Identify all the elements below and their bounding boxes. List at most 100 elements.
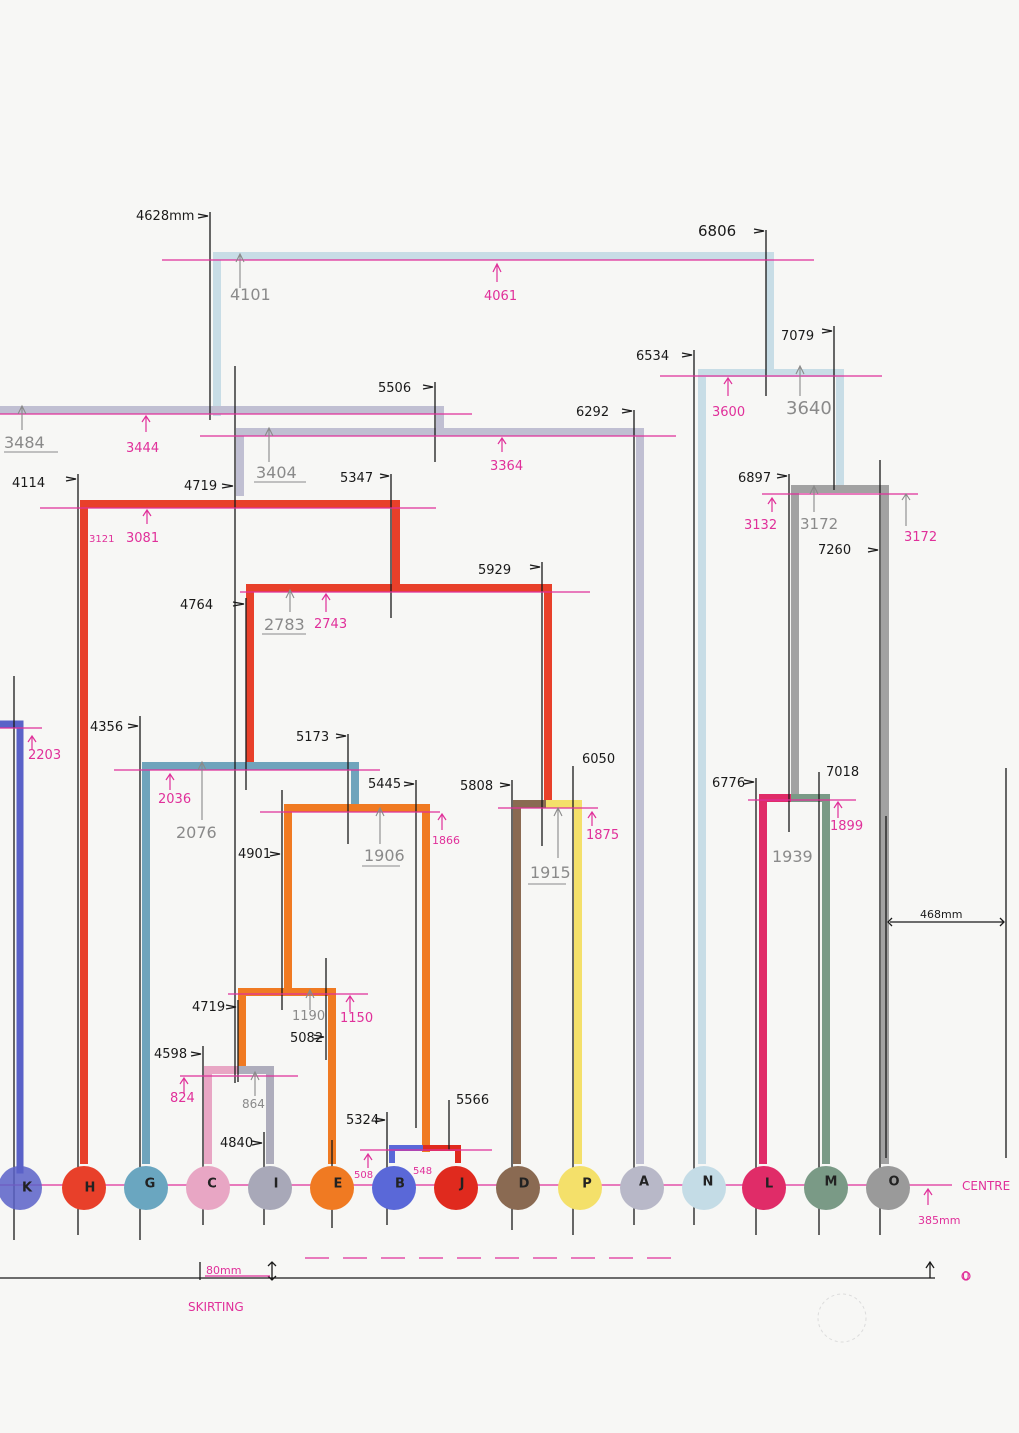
branch-N-O-lightblue — [698, 369, 844, 1164]
node-G — [124, 1166, 168, 1210]
value-3484: 3484 — [4, 433, 45, 452]
branches — [0, 252, 889, 1174]
value-4598: 4598 — [154, 1047, 187, 1062]
node-J — [434, 1166, 478, 1210]
value-7018: 7018 — [826, 765, 859, 780]
magenta-values: 4061 3600 3444 3364 3081 3121 3132 3172 … — [28, 289, 937, 1181]
value-5173: 5173 — [296, 730, 329, 745]
value-6050: 6050 — [582, 752, 615, 767]
node-A — [620, 1166, 664, 1210]
node-B — [372, 1166, 416, 1210]
branch-yellow-P — [546, 800, 582, 1164]
branch-orange-inner — [238, 988, 336, 1164]
value-6534: 6534 — [636, 349, 669, 364]
value-3364: 3364 — [490, 459, 523, 474]
value-3404: 3404 — [256, 463, 297, 482]
value-4114: 4114 — [12, 476, 45, 491]
skirting-height-label: 80mm — [206, 1264, 241, 1277]
branch-brown-D — [513, 800, 554, 1164]
value-5506: 5506 — [378, 381, 411, 396]
value-2743: 2743 — [314, 617, 347, 632]
scale-labels: CENTRE 385mm 0 SKIRTING 80mm 468mm — [188, 908, 1010, 1314]
value-6806: 6806 — [698, 222, 736, 240]
node-C — [186, 1166, 230, 1210]
branch-pink-C — [204, 1066, 246, 1164]
value-6292: 6292 — [576, 405, 609, 420]
node-D — [496, 1166, 540, 1210]
value-3600: 3600 — [712, 405, 745, 420]
value-4901: 4901 — [238, 847, 271, 862]
value-6776: 6776 — [712, 776, 745, 791]
value-5324: 5324 — [346, 1113, 379, 1128]
node-label-B: B — [395, 1177, 405, 1192]
node-E — [310, 1166, 354, 1210]
branch-lavender-A — [236, 428, 644, 1164]
value-2076: 2076 — [176, 823, 217, 842]
node-L — [742, 1166, 786, 1210]
branch-grey-LMO — [791, 485, 889, 1164]
branch-top-lightblue — [213, 252, 774, 416]
branch-blue-B — [389, 1145, 429, 1163]
faded-arrows — [17, 252, 911, 1096]
value-2783: 2783 — [264, 615, 305, 634]
value-5082: 5082 — [290, 1031, 323, 1046]
node-label-H: H — [85, 1181, 96, 1196]
node-label-J: J — [459, 1177, 465, 1192]
value-1915: 1915 — [530, 863, 571, 882]
value-4719-top: 4719 — [184, 479, 217, 494]
node-H — [62, 1166, 106, 1210]
value-4101: 4101 — [230, 285, 271, 304]
value-5808: 5808 — [460, 779, 493, 794]
centre-label: CENTRE — [962, 1179, 1010, 1193]
value-3172-grey: 3172 — [800, 515, 838, 533]
value-548: 548 — [413, 1166, 432, 1177]
value-3640: 3640 — [786, 398, 832, 419]
node-P — [558, 1166, 602, 1210]
value-3444: 3444 — [126, 441, 159, 456]
nodes — [0, 1166, 910, 1343]
branch-grey-I — [238, 1066, 274, 1164]
value-7079: 7079 — [781, 329, 814, 344]
branch-blue-G — [142, 762, 359, 1164]
value-4719-low: 4719 — [192, 1000, 225, 1015]
node-label-L: L — [765, 1177, 773, 1192]
zero-label: 0 — [962, 1269, 970, 1283]
value-1906: 1906 — [364, 846, 405, 865]
value-5347: 5347 — [340, 471, 373, 486]
node-K — [0, 1166, 42, 1210]
skirting-label: SKIRTING — [188, 1300, 244, 1314]
value-4840: 4840 — [220, 1136, 253, 1151]
value-1150: 1150 — [340, 1011, 373, 1026]
value-5929: 5929 — [478, 563, 511, 578]
branch-red-inner — [246, 584, 552, 808]
node-label-M: M — [825, 1175, 838, 1190]
value-6897: 6897 — [738, 471, 771, 486]
value-864: 864 — [242, 1097, 265, 1111]
spacing-label: 468mm — [920, 908, 962, 921]
value-2036: 2036 — [158, 792, 191, 807]
node-label-E: E — [334, 1177, 343, 1192]
node-M — [804, 1166, 848, 1210]
node-O — [866, 1166, 910, 1210]
grey-values: 4101 3640 3484 3404 3172 2783 2076 1906 … — [4, 285, 838, 1111]
value-508: 508 — [354, 1170, 373, 1181]
branch-red-J — [423, 1145, 461, 1163]
value-1899: 1899 — [830, 819, 863, 834]
node-label-A: A — [639, 1175, 649, 1190]
value-3172: 3172 — [904, 530, 937, 545]
branch-pink-L — [759, 794, 799, 1164]
value-underlines — [4, 451, 566, 885]
node-I — [248, 1166, 292, 1210]
value-2203: 2203 — [28, 748, 61, 763]
node-label-I: I — [274, 1177, 279, 1192]
value-3081: 3081 — [126, 531, 159, 546]
node-label-C: C — [207, 1177, 217, 1192]
branch-red-H — [80, 500, 400, 1164]
branch-orange-outer — [284, 804, 430, 1152]
value-5445: 5445 — [368, 777, 401, 792]
value-3132: 3132 — [744, 518, 777, 533]
branch-green-M — [791, 794, 830, 1164]
black-values: 4628mm 6806 7079 6534 5506 6292 4114 471… — [12, 209, 859, 1151]
